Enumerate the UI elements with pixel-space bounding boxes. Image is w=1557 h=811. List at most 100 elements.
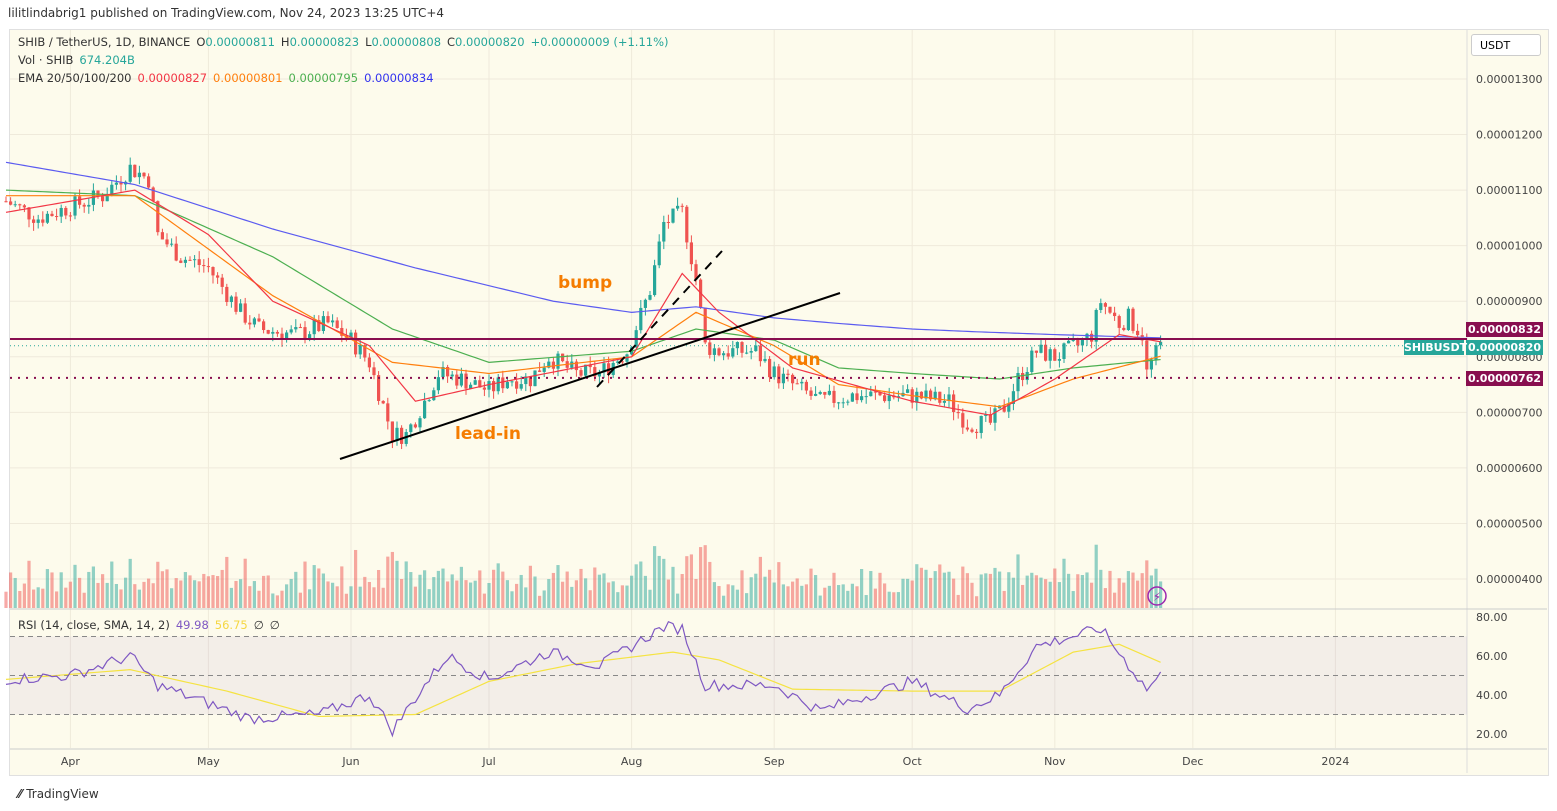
candle — [147, 176, 151, 188]
volume-bar — [846, 590, 850, 608]
volume-bar — [961, 566, 965, 608]
candle — [809, 390, 813, 396]
symbol-title[interactable]: SHIB / TetherUS, 1D, BINANCE — [18, 35, 191, 49]
annotation-run[interactable]: run — [788, 350, 821, 370]
rsi-label[interactable]: RSI (14, close, SMA, 14, 2) — [18, 618, 170, 632]
annotation-lead-in[interactable]: lead-in — [455, 424, 521, 444]
volume-bar — [975, 596, 979, 608]
volume-bar — [1108, 570, 1112, 608]
volume-bar — [593, 567, 597, 608]
volume-bar — [128, 558, 132, 608]
volume-bar — [197, 581, 201, 608]
volume-bar — [294, 571, 298, 608]
candle — [225, 286, 229, 303]
volume-bar — [1154, 568, 1158, 608]
volume-bar — [13, 577, 17, 608]
volume-bar — [625, 585, 629, 608]
volume-bar — [492, 569, 496, 608]
volume-bar — [919, 567, 923, 608]
annotation-bump[interactable]: bump — [558, 273, 613, 293]
volume-bar — [910, 580, 914, 608]
volume-bar — [758, 556, 762, 608]
candle — [1122, 327, 1126, 331]
volume-bar — [740, 570, 744, 608]
candle — [363, 345, 367, 358]
volume-bar — [188, 575, 192, 608]
volume-bar — [165, 569, 169, 608]
low-value: 0.00000808 — [371, 35, 442, 49]
volume-bar — [170, 588, 174, 608]
candle — [975, 431, 979, 433]
volume-bar — [597, 574, 601, 608]
candle — [1076, 339, 1080, 346]
volume-bar — [469, 582, 473, 608]
ema-legend: EMA 20/50/100/200 0.00000827 0.00000801 0.0… — [18, 71, 440, 85]
candle — [694, 264, 698, 280]
volume-value: 674.204B — [79, 53, 135, 67]
rsi-tick: 20.00 — [1476, 728, 1508, 741]
volume-bar — [837, 585, 841, 608]
tradingview-logo[interactable]: ⁄⁄ TradingView — [18, 787, 99, 801]
volume-bar — [818, 595, 822, 608]
candle — [423, 400, 427, 419]
volume-bar — [1067, 573, 1071, 608]
volume-bar — [234, 580, 238, 608]
candle — [303, 327, 307, 339]
candle — [9, 201, 13, 205]
volume-bar — [689, 554, 693, 608]
lower-level-tag: 0.00000762 — [1466, 371, 1543, 386]
volume-bar — [1149, 575, 1153, 608]
candle — [1011, 391, 1015, 404]
volume-bar — [538, 595, 542, 608]
candle — [639, 307, 643, 331]
volume-bar — [979, 574, 983, 608]
ema-label[interactable]: EMA 20/50/100/200 — [18, 71, 132, 85]
volume-bar — [860, 569, 864, 608]
volume-bar — [1048, 581, 1052, 608]
volume-bar — [1062, 558, 1066, 608]
volume-bar — [929, 577, 933, 608]
volume-bar — [1071, 591, 1075, 608]
volume-bar — [303, 561, 307, 608]
candle — [50, 213, 54, 217]
volume-bar — [533, 576, 537, 608]
candle — [653, 265, 657, 296]
volume-bar — [174, 578, 178, 608]
candle — [294, 327, 298, 330]
candle — [436, 377, 440, 391]
volume-label[interactable]: Vol · SHIB — [18, 53, 74, 67]
candle — [556, 353, 560, 369]
high-value: 0.00000823 — [289, 35, 360, 49]
currency-button[interactable]: USDT — [1471, 34, 1541, 56]
volume-bar — [823, 587, 827, 608]
candle — [4, 201, 8, 203]
candle — [979, 415, 983, 433]
volume-bar — [722, 595, 726, 608]
volume-bar — [478, 570, 482, 608]
candle — [160, 232, 164, 240]
volume-bar — [312, 565, 316, 608]
candle — [271, 331, 275, 334]
volume-bar — [473, 580, 477, 608]
time-tick: Sep — [764, 755, 785, 768]
chart-frame[interactable] — [9, 29, 1549, 776]
candle — [676, 205, 680, 209]
candle — [239, 303, 243, 312]
volume-bar — [459, 566, 463, 608]
candle — [41, 219, 45, 223]
volume-bar — [464, 580, 468, 608]
volume-bar — [1136, 580, 1140, 608]
volume-bar — [809, 568, 813, 608]
price-tick: 0.00001200 — [1476, 129, 1542, 142]
candle — [220, 277, 224, 287]
candle — [772, 366, 776, 378]
volume-bar — [275, 595, 279, 608]
volume-bar — [1085, 572, 1089, 608]
candle — [584, 364, 588, 376]
volume-bar — [386, 556, 390, 608]
candle — [731, 348, 735, 357]
candle — [262, 321, 266, 331]
candle — [942, 400, 946, 403]
volume-bar — [1126, 571, 1130, 608]
